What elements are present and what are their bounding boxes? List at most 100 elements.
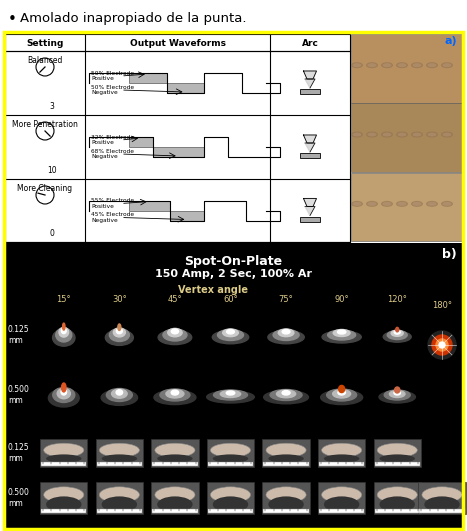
Ellipse shape: [211, 487, 251, 503]
Bar: [300, 153, 320, 158]
Ellipse shape: [366, 62, 378, 68]
Ellipse shape: [411, 62, 423, 68]
Ellipse shape: [381, 201, 393, 207]
Ellipse shape: [326, 389, 357, 401]
Ellipse shape: [368, 63, 376, 67]
Bar: [300, 89, 320, 94]
Text: 3: 3: [50, 102, 55, 111]
Bar: [300, 217, 320, 221]
Bar: [319, 462, 364, 466]
Ellipse shape: [61, 389, 66, 395]
Ellipse shape: [268, 331, 304, 344]
Text: 55% Electrode
Positive: 55% Electrode Positive: [91, 198, 134, 209]
Ellipse shape: [396, 132, 408, 138]
Ellipse shape: [106, 330, 134, 345]
Bar: [208, 462, 253, 466]
Ellipse shape: [353, 63, 361, 67]
Text: a): a): [445, 36, 457, 46]
Ellipse shape: [322, 443, 362, 457]
Text: 0: 0: [50, 229, 55, 238]
Bar: [151, 439, 198, 467]
Bar: [208, 509, 253, 513]
Bar: [167, 83, 205, 93]
Ellipse shape: [394, 391, 401, 395]
Ellipse shape: [441, 201, 453, 207]
Bar: [96, 439, 143, 467]
Ellipse shape: [113, 328, 125, 337]
Polygon shape: [305, 207, 315, 216]
Bar: [96, 482, 143, 514]
Bar: [262, 482, 310, 514]
Polygon shape: [305, 79, 315, 88]
Ellipse shape: [322, 331, 361, 343]
Ellipse shape: [116, 329, 122, 333]
Ellipse shape: [428, 331, 456, 359]
Ellipse shape: [269, 455, 304, 463]
Bar: [5, 34, 350, 242]
Ellipse shape: [411, 132, 423, 138]
Ellipse shape: [379, 391, 416, 403]
Ellipse shape: [422, 487, 462, 503]
Ellipse shape: [427, 63, 437, 67]
Ellipse shape: [443, 63, 452, 67]
Bar: [97, 509, 142, 513]
Ellipse shape: [366, 201, 378, 207]
Ellipse shape: [353, 202, 361, 206]
Ellipse shape: [56, 328, 72, 342]
Ellipse shape: [443, 202, 452, 206]
Ellipse shape: [211, 443, 251, 457]
Ellipse shape: [59, 327, 69, 337]
Ellipse shape: [397, 133, 406, 136]
Text: Vertex angle: Vertex angle: [178, 285, 248, 295]
Bar: [97, 462, 142, 466]
Bar: [318, 482, 365, 514]
Ellipse shape: [441, 62, 453, 68]
Bar: [375, 462, 420, 466]
Ellipse shape: [427, 133, 437, 136]
Text: b): b): [442, 248, 457, 261]
Ellipse shape: [218, 330, 243, 340]
Ellipse shape: [106, 389, 132, 401]
Ellipse shape: [383, 331, 411, 342]
Ellipse shape: [49, 389, 79, 407]
Ellipse shape: [351, 132, 363, 138]
Ellipse shape: [382, 63, 391, 67]
Ellipse shape: [44, 443, 84, 457]
Text: 10: 10: [47, 166, 57, 175]
Ellipse shape: [158, 330, 192, 345]
Circle shape: [432, 335, 452, 355]
Ellipse shape: [99, 443, 140, 457]
Ellipse shape: [426, 62, 438, 68]
Ellipse shape: [395, 387, 400, 393]
Ellipse shape: [116, 390, 123, 395]
Polygon shape: [305, 143, 315, 152]
Ellipse shape: [168, 328, 182, 337]
Text: 50% Electrode
Negative: 50% Electrode Negative: [91, 84, 134, 96]
Bar: [351, 104, 462, 172]
Bar: [374, 482, 421, 514]
Ellipse shape: [102, 455, 137, 463]
Ellipse shape: [273, 330, 299, 340]
Ellipse shape: [397, 202, 406, 206]
Ellipse shape: [324, 455, 359, 463]
Ellipse shape: [109, 329, 129, 341]
Text: 15°: 15°: [57, 295, 71, 304]
Bar: [318, 439, 365, 467]
Text: 30°: 30°: [112, 295, 127, 304]
Ellipse shape: [213, 390, 248, 400]
Bar: [263, 509, 309, 513]
Ellipse shape: [44, 487, 84, 503]
Bar: [151, 482, 198, 514]
Text: 45°: 45°: [168, 295, 182, 304]
Polygon shape: [304, 135, 317, 143]
Bar: [40, 482, 87, 514]
Ellipse shape: [118, 324, 121, 330]
Text: 120°: 120°: [387, 295, 407, 304]
Ellipse shape: [396, 201, 408, 207]
Ellipse shape: [266, 487, 306, 503]
Ellipse shape: [426, 132, 438, 138]
Ellipse shape: [53, 329, 75, 346]
Bar: [263, 462, 309, 466]
Ellipse shape: [154, 390, 196, 405]
Ellipse shape: [333, 330, 350, 337]
